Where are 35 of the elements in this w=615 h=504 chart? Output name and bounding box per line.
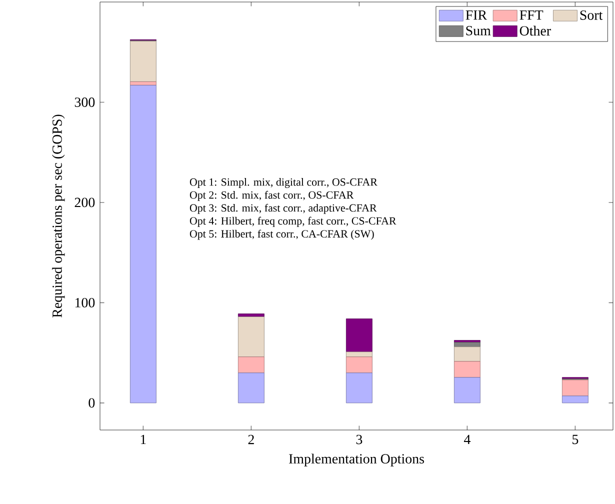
legend-label: Sort xyxy=(580,10,603,20)
y-tick-label: 100 xyxy=(75,298,95,308)
annotation: Opt 3: Std. mix, fast corr., adaptive-CFAR xyxy=(190,204,377,214)
y-tick-label: 300 xyxy=(74,98,95,107)
legend-label: Other xyxy=(520,26,551,36)
x-axis-title: Implementation Options xyxy=(289,454,424,466)
bar xyxy=(454,377,480,404)
x-tick-label: 1 xyxy=(140,434,146,444)
x-tick-label: 2 xyxy=(248,434,254,444)
bar xyxy=(562,396,588,404)
bar xyxy=(346,356,372,374)
y-tick-label: 0 xyxy=(88,398,95,408)
x-tick-label: 5 xyxy=(572,434,578,444)
bar xyxy=(238,316,264,358)
bar xyxy=(346,372,372,404)
bar xyxy=(130,40,156,82)
y-tick-label: 200 xyxy=(74,198,95,208)
annotation: Opt 2: Std. mix, fast corr., OS-CFAR xyxy=(190,190,354,201)
bar xyxy=(454,361,480,378)
bar xyxy=(238,356,264,374)
x-tick-label: 3 xyxy=(356,434,362,444)
bar xyxy=(346,352,372,358)
bar xyxy=(562,380,588,396)
bar xyxy=(238,372,264,404)
x-tick-label: 4 xyxy=(464,434,470,444)
legend-label: FFT xyxy=(520,10,544,20)
annotation: Opt 1: Simpl. mix, digital corr., OS-CFAR xyxy=(190,178,378,188)
y-axis-title: Required operations per sec (GOPS) xyxy=(52,114,65,318)
annotation: Opt 5: Hilbert, fast corr., CA-CFAR (SW) xyxy=(190,230,374,240)
legend-label: Sum xyxy=(466,26,491,36)
legend-label: FIR xyxy=(466,10,488,20)
annotation: Opt 4: Hilbert, freq comp, fast corr., CS-CFAR xyxy=(190,216,396,227)
bar xyxy=(130,81,156,86)
bar xyxy=(346,318,372,352)
bar xyxy=(130,84,156,404)
